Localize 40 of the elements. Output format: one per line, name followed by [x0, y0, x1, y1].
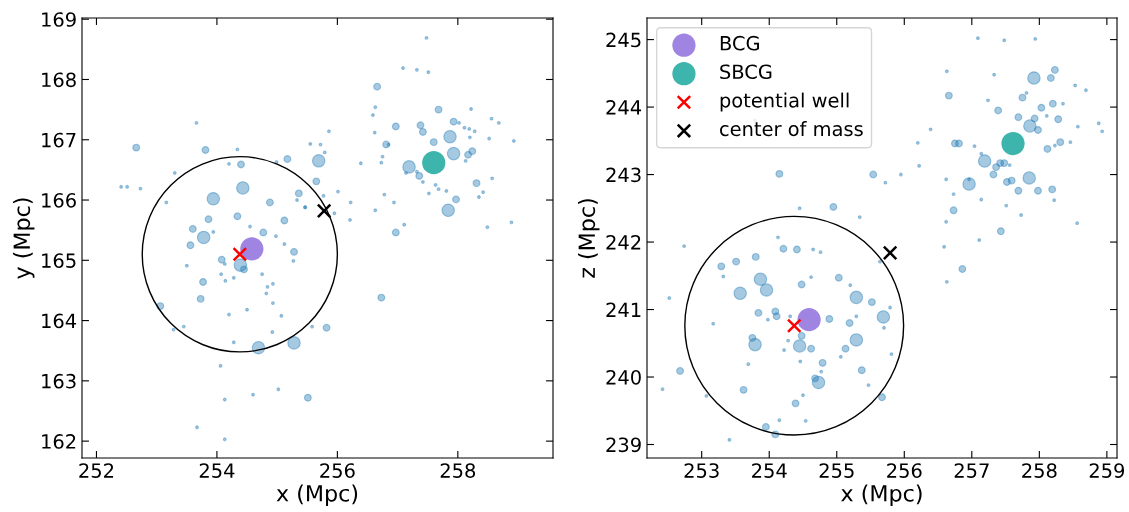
- y-tick-label: 239: [606, 437, 641, 453]
- y-axis-title: y (Mpc): [12, 198, 35, 279]
- x-tick-label: 254: [199, 463, 235, 478]
- y-axis-title: z (Mpc): [577, 199, 600, 278]
- x-axis-title: x (Mpc): [841, 484, 922, 506]
- x-tick-label: 255: [819, 463, 854, 478]
- point: [1001, 131, 1025, 156]
- y-tick-label: 167: [42, 132, 76, 148]
- y-tick-label: 168: [42, 72, 76, 88]
- x-tick-label: 259: [1089, 463, 1125, 478]
- y-tick-label: 164: [42, 313, 77, 329]
- x-axis-title: x (Mpc): [276, 484, 358, 506]
- legend-label: potential well: [720, 92, 849, 112]
- x-tick-label: 258: [440, 463, 476, 478]
- y-tick-label: 240: [606, 369, 641, 385]
- x-tick-label: 256: [320, 463, 355, 478]
- point: [422, 151, 446, 175]
- point: [316, 203, 332, 219]
- legend-label: center of mass: [720, 121, 863, 137]
- y-tick-label: 165: [42, 253, 76, 268]
- point: [240, 237, 264, 261]
- x-tick-label: 253: [684, 463, 719, 478]
- y-tick-label: 244: [606, 100, 642, 115]
- point: [797, 308, 821, 332]
- x-tick-label: 256: [887, 463, 922, 478]
- x-tick-label: 258: [1022, 463, 1057, 478]
- x-tick-label: 257: [954, 463, 989, 478]
- point: [882, 245, 898, 261]
- y-tick-label: 245: [606, 32, 641, 48]
- y-tick-label: 166: [42, 192, 76, 208]
- y-tick-label: 241: [606, 302, 641, 317]
- x-tick-label: 252: [79, 463, 114, 478]
- legend-label: BCG: [720, 35, 759, 51]
- y-tick-label: 169: [42, 12, 76, 27]
- legend-label: SBCG: [720, 64, 772, 80]
- y-tick-label: 163: [42, 373, 76, 389]
- y-tick-label: 162: [42, 434, 76, 449]
- y-tick-label: 243: [606, 167, 641, 183]
- x-tick-label: 254: [752, 463, 787, 478]
- y-tick-label: 242: [606, 235, 641, 250]
